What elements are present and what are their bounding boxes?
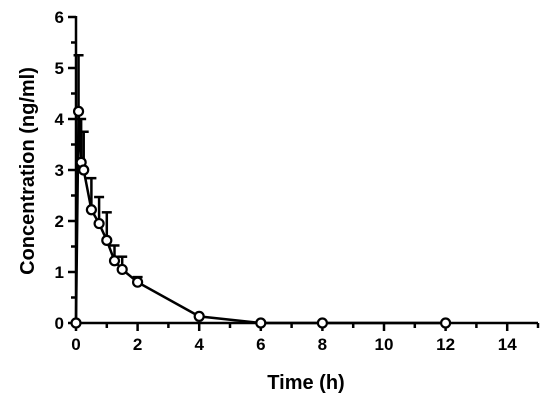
y-tick-label: 3 — [55, 161, 64, 180]
x-tick-label: 2 — [133, 335, 142, 354]
y-tick-label: 0 — [55, 314, 64, 333]
y-axis-title: Concentration (ng/ml) — [17, 67, 39, 275]
x-axis-title: Time (h) — [267, 372, 344, 394]
data-point — [78, 164, 90, 176]
x-tick-label: 0 — [71, 335, 80, 354]
series-line — [74, 111, 446, 325]
x-tick-label: 6 — [256, 335, 265, 354]
data-point — [116, 263, 128, 276]
y-tick-label: 4 — [55, 110, 65, 129]
data-point — [101, 234, 113, 246]
x-tick-label: 8 — [318, 335, 327, 354]
data-point — [132, 276, 144, 288]
data-point — [440, 317, 452, 329]
data-point — [108, 255, 121, 267]
data-point — [70, 317, 82, 329]
y-tick-label: 6 — [55, 8, 64, 27]
x-tick-label: 12 — [436, 335, 455, 354]
x-tick-label: 14 — [498, 335, 517, 354]
y-tick-label: 2 — [55, 212, 64, 231]
data-point — [93, 217, 105, 230]
x-tick-label: 10 — [375, 335, 394, 354]
x-tick-label: 4 — [194, 335, 204, 354]
data-point — [193, 310, 205, 322]
data-point — [85, 204, 98, 216]
y-tick-label: 5 — [55, 59, 64, 78]
series-group — [70, 54, 452, 329]
data-point — [255, 317, 267, 329]
y-tick-label: 1 — [55, 263, 64, 282]
data-point — [72, 105, 85, 117]
data-point — [316, 317, 328, 329]
